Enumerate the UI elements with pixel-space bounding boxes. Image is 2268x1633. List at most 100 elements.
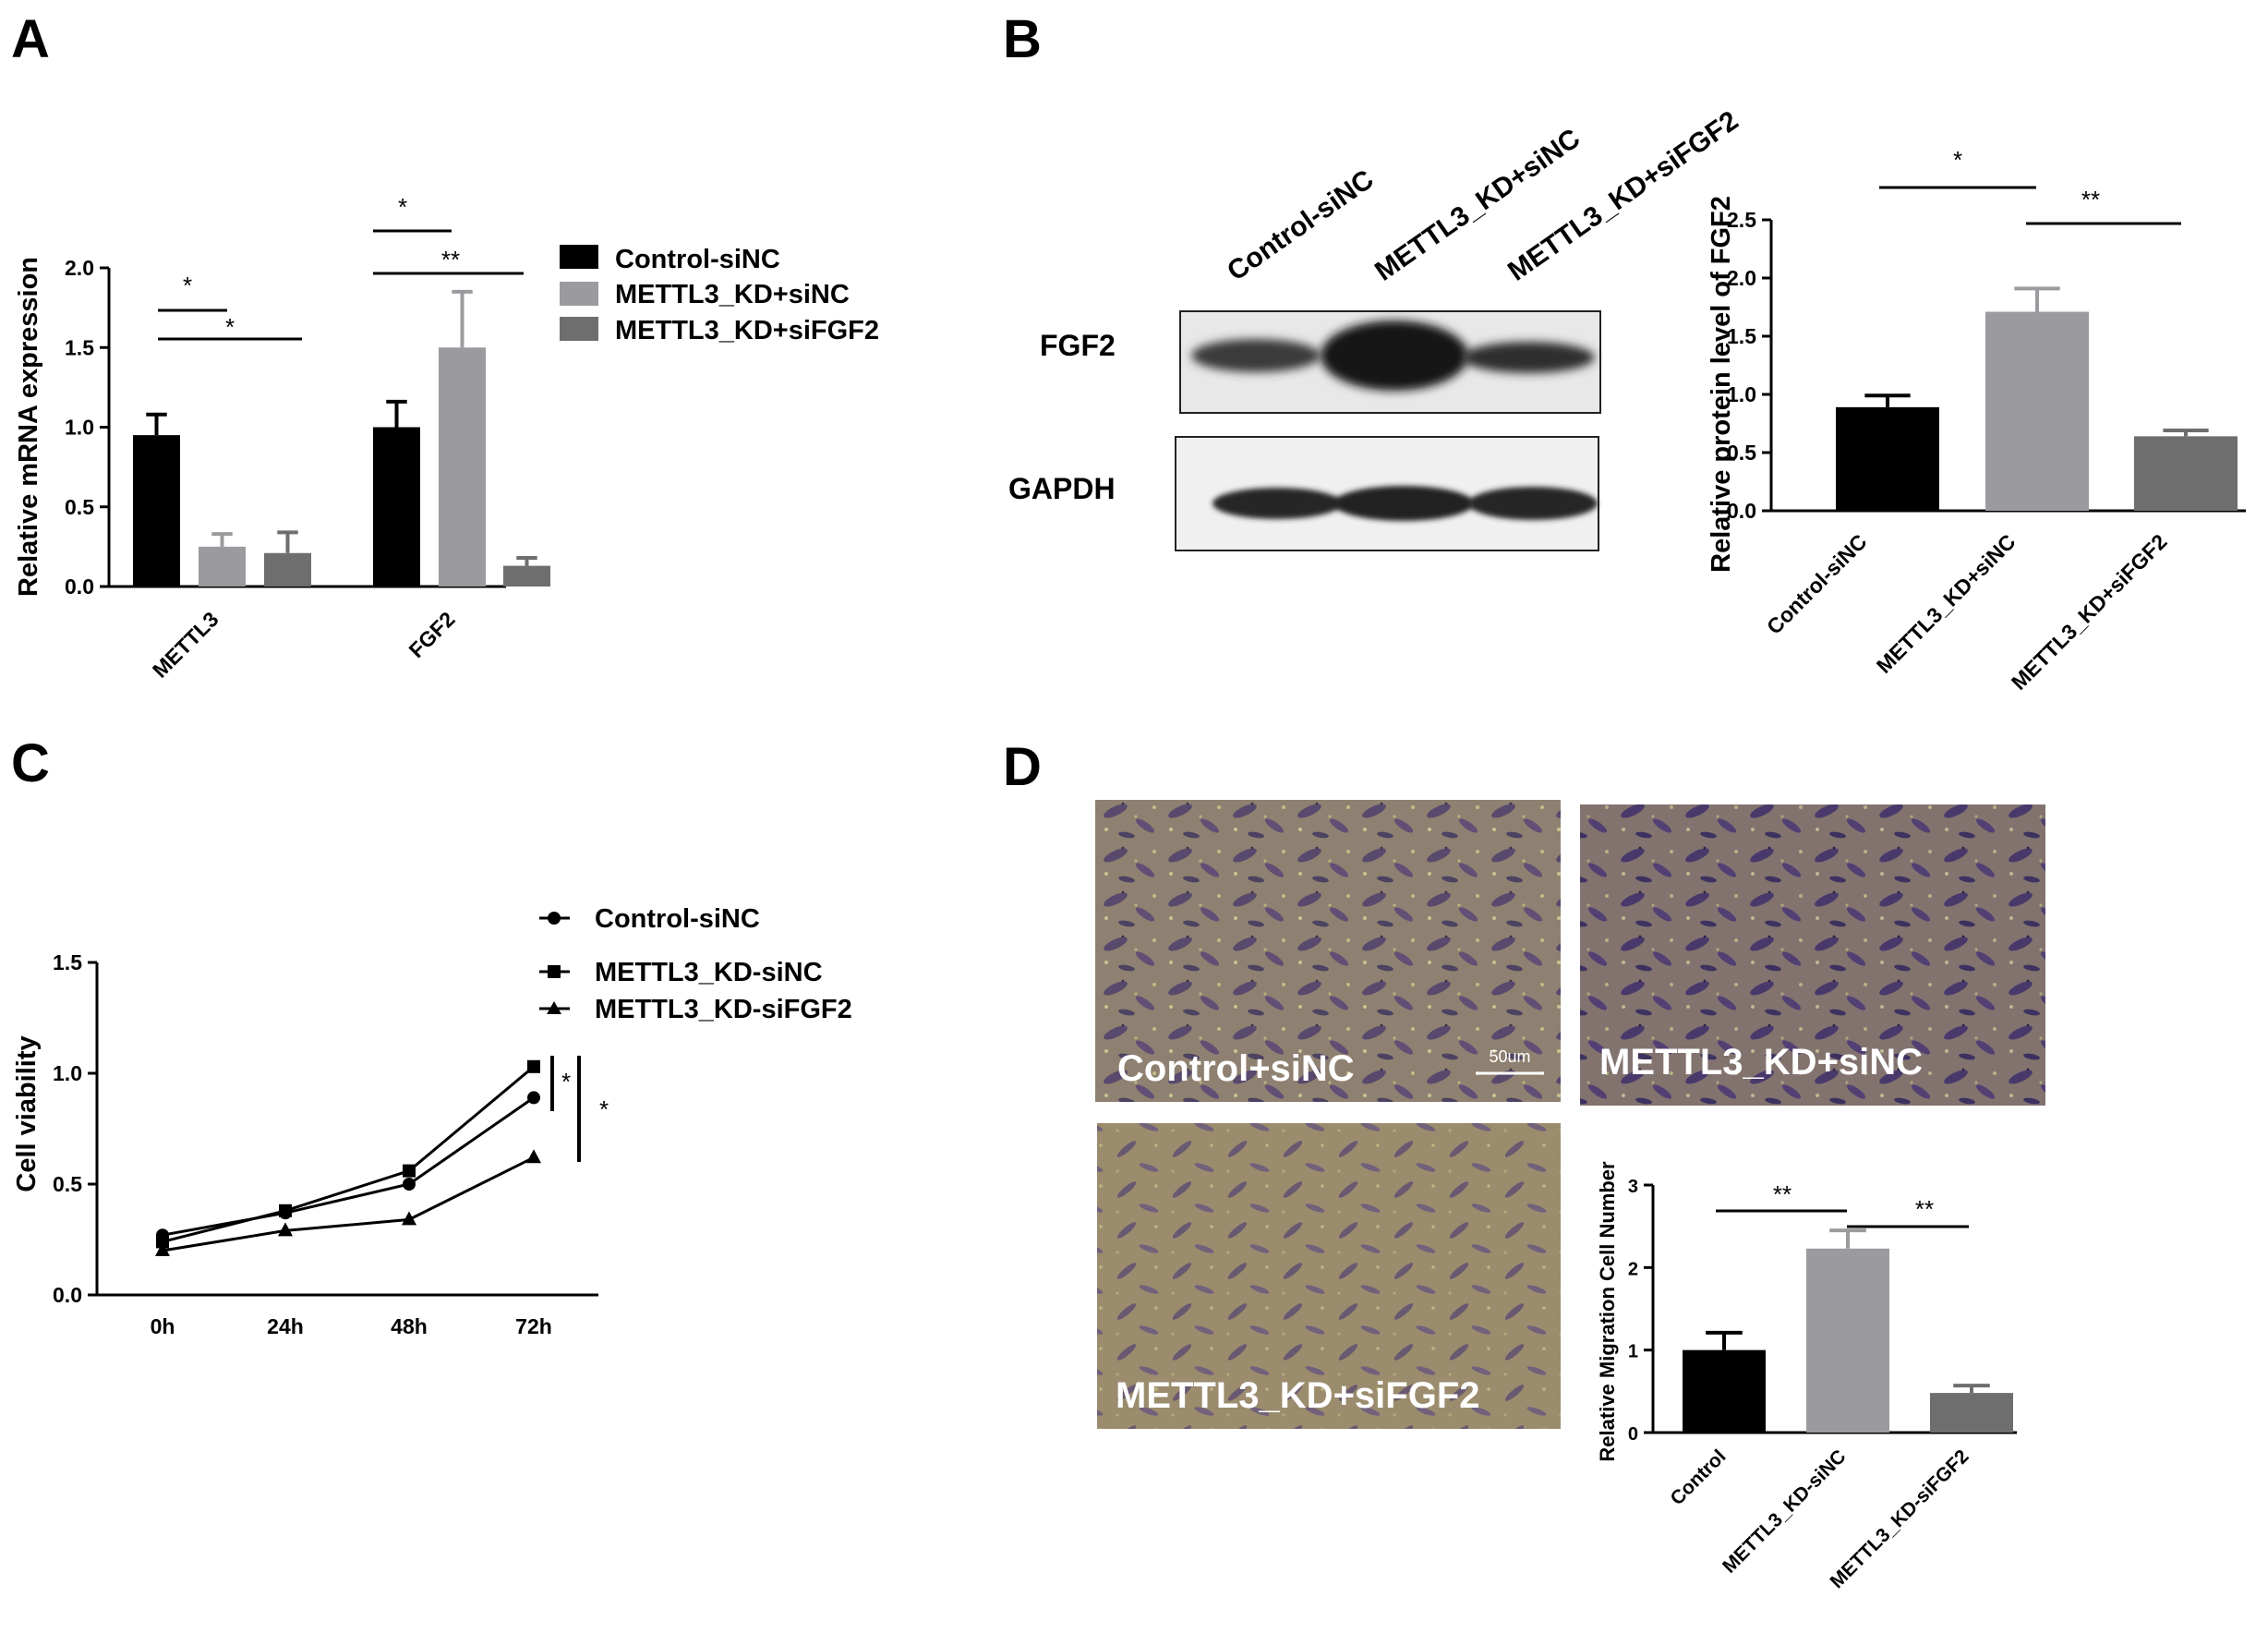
panel-label-b: B [1003, 9, 1042, 69]
blot-row-label-fgf2: FGF2 [1040, 329, 1116, 362]
bar [1930, 1393, 2013, 1433]
western-blot: Control-siNC METTL3_KD+siNC METTL3_KD+si… [1008, 105, 1743, 551]
chart-a-x-tick-label: FGF2 [404, 607, 460, 662]
blot-lane-label: Control-siNC [1222, 164, 1379, 287]
chart-a-sig-star: ** [441, 246, 460, 273]
data-point [403, 1164, 416, 1178]
chart-d-sig-star: ** [1773, 1180, 1791, 1208]
series-line [162, 1065, 535, 1243]
scale-bar-label: 50um [1489, 1047, 1530, 1066]
micrograph-caption: METTL3_KD+siNC [1599, 1042, 1923, 1083]
legend-entry: Control-siNC [615, 245, 780, 274]
legend-entry: METTL3_KD+siNC [615, 280, 850, 309]
data-point [156, 1235, 169, 1249]
bar [373, 427, 420, 587]
data-point [526, 1149, 541, 1164]
bar [1985, 311, 2089, 511]
chart-b-sig-star: ** [2081, 186, 2100, 213]
data-point [403, 1178, 416, 1191]
bar [2134, 436, 2238, 511]
y-tick-label: 0.0 [65, 575, 94, 599]
y-tick-label: 2.0 [65, 256, 94, 280]
bar [133, 435, 180, 587]
legend-marker-circle [548, 912, 561, 925]
bar [1683, 1349, 1766, 1433]
x-tick-label: 0h [151, 1314, 175, 1338]
legend-swatch [560, 317, 598, 341]
y-tick-label: 3 [1628, 1177, 1638, 1197]
chart-c-legend: Control-siNC METTL3_KD-siNC METTL3_KD-si… [539, 904, 852, 1024]
chart-d-sig-star: ** [1915, 1195, 1934, 1223]
legend-marker-triangle [547, 1001, 561, 1014]
legend-entry: METTL3_KD+siFGF2 [615, 316, 879, 345]
bar [1806, 1248, 1889, 1433]
micrograph-mettl3-kd-sifgf2: METTL3_KD+siFGF2 [1097, 1123, 1561, 1429]
series-line [162, 1155, 535, 1252]
legend-entry: Control-siNC [595, 904, 760, 934]
chart-a-sig-star: * [398, 193, 407, 221]
data-point [279, 1204, 292, 1217]
y-tick-label: 0.0 [1727, 499, 1756, 523]
chart-a-sig-star: * [225, 313, 235, 341]
chart-c-y-axis-label: Cell viability [12, 1035, 42, 1191]
chart-a-sig-star: * [183, 272, 192, 299]
legend-marker-square [548, 965, 561, 978]
legend-swatch [560, 282, 598, 306]
micrograph-mettl3-kd-sinc: METTL3_KD+siNC [1580, 804, 2045, 1106]
y-tick-label: 1.0 [53, 1061, 82, 1085]
data-point [527, 1091, 540, 1105]
blot-strip-fgf2 [1179, 310, 1601, 414]
blot-row-label-gapdh: GAPDH [1008, 472, 1116, 505]
y-tick-label: 0.0 [53, 1283, 82, 1307]
chart-b-y-axis-label: Relative protein level of FGF2 [1707, 196, 1736, 573]
chart-c-cell-viability: 0.00.51.01.5 0h 24h 48h 72h Cell viability … [12, 904, 852, 1338]
micrograph-control-sinc: Control+siNC 50um [1095, 800, 1561, 1102]
x-tick-label: 48h [391, 1314, 428, 1338]
panel-label-d: D [1003, 737, 1042, 797]
y-tick-label: 2.0 [1727, 266, 1756, 290]
y-tick-label: 1.5 [1727, 324, 1756, 348]
bar [1836, 406, 1939, 511]
chart-a-x-tick-label: METTL3 [148, 607, 223, 683]
y-tick-label: 0.5 [53, 1172, 82, 1196]
bar [439, 347, 486, 587]
chart-b-x-tick-label: METTL3_KD+siNC [1872, 529, 2021, 678]
bar [199, 546, 246, 587]
panel-label-a: A [11, 9, 50, 69]
bar [503, 565, 550, 587]
chart-b-protein-level: 0.0 0.5 1.0 1.5 2.0 2.5 Relative protein leve… [1707, 146, 2246, 695]
y-tick-label: 1.5 [65, 335, 94, 359]
chart-d-x-tick-label: Control [1666, 1446, 1730, 1509]
data-point [278, 1222, 293, 1237]
y-tick-label: 1.0 [1727, 382, 1756, 406]
y-tick-label: 1.5 [53, 950, 82, 974]
chart-d-x-tick-label: METTL3_KD-siFGF2 [1827, 1446, 1973, 1592]
blot-strip-gapdh [1175, 436, 1599, 551]
chart-b-sig-star: * [1953, 146, 1962, 174]
chart-a-legend: Control-siNC METTL3_KD+siNC METTL3_KD+si… [560, 245, 879, 345]
chart-a-mrna-expression: 0.0 0.5 1.0 1.5 2.0 Relative mRNA expression… [14, 193, 879, 683]
y-tick-label: 0 [1628, 1424, 1638, 1445]
chart-d-x-tick-label: METTL3_KD-siNC [1719, 1446, 1850, 1577]
data-point [155, 1242, 170, 1256]
chart-d-migration: 0 1 2 3 Relative Migration Cell Number Cont… [1596, 1161, 2017, 1592]
x-tick-label: 72h [515, 1314, 552, 1338]
chart-d-y-axis-label: Relative Migration Cell Number [1596, 1161, 1619, 1462]
series-line [162, 1096, 535, 1237]
chart-a-y-axis-label: Relative mRNA expression [14, 257, 43, 597]
y-tick-label: 0.5 [1727, 441, 1756, 465]
y-tick-label: 1 [1628, 1342, 1638, 1362]
legend-entry: METTL3_KD-siNC [595, 958, 823, 987]
bar [264, 552, 311, 587]
micrograph-caption: Control+siNC [1117, 1048, 1355, 1089]
data-point [402, 1211, 416, 1226]
legend-entry: METTL3_KD-siFGF2 [595, 995, 852, 1024]
chart-b-x-tick-label: METTL3_KD+siFGF2 [2007, 529, 2172, 695]
x-tick-label: 24h [267, 1314, 304, 1338]
y-tick-label: 2.5 [1727, 208, 1756, 232]
panel-label-c: C [11, 733, 50, 793]
data-point [527, 1059, 540, 1073]
y-tick-label: 0.5 [65, 495, 94, 519]
chart-c-sig-star: * [599, 1095, 609, 1123]
